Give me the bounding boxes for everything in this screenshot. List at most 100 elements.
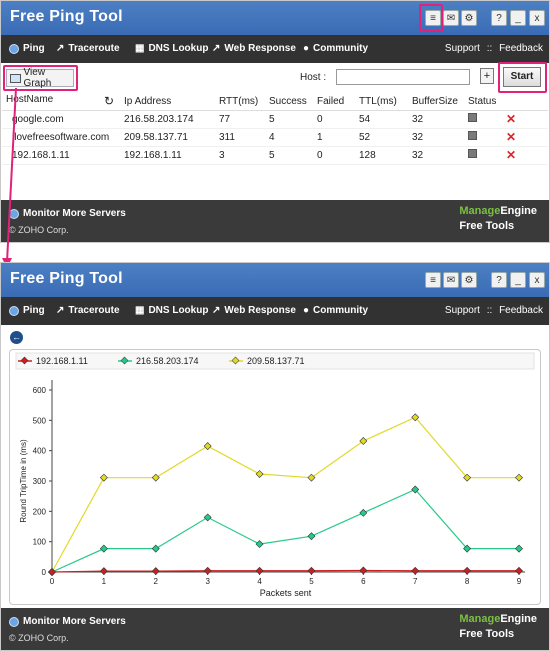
help-button[interactable]: ? (491, 272, 507, 288)
monitor-more-servers-link[interactable]: Monitor More Servers (9, 208, 126, 219)
x-tick-label-4: 4 (257, 577, 262, 586)
minimize-button[interactable]: _ (510, 272, 526, 288)
close-button[interactable]: x (529, 272, 545, 288)
series-2-point-2 (151, 473, 160, 482)
nav-traceroute[interactable]: ↗ Traceroute (56, 305, 120, 316)
x-tick-label-6: 6 (361, 577, 366, 586)
support-link[interactable]: Support (444, 43, 480, 54)
nav-web-response[interactable]: ↗ Web Response (212, 305, 296, 316)
series-1-point-5 (307, 532, 316, 541)
nav-community[interactable]: ● Community (303, 305, 368, 316)
back-arrow-icon[interactable]: ← (10, 331, 23, 344)
ping-icon (9, 305, 19, 316)
start-button[interactable]: Start (503, 67, 541, 87)
nav-separator: :: (486, 43, 493, 54)
col-failed[interactable]: Failed (313, 93, 355, 111)
gear-icon[interactable]: ⚙ (461, 10, 477, 26)
status-indicator (464, 110, 502, 129)
nav-traceroute-label: Traceroute (68, 43, 120, 54)
nav-traceroute[interactable]: ↗ Traceroute (56, 43, 120, 54)
col-hostname[interactable]: HostName ↻ (2, 93, 120, 111)
cell-success: 5 (265, 110, 313, 129)
col-ip[interactable]: Ip Address (120, 93, 215, 111)
cell-ip: 209.58.137.71 (120, 128, 215, 147)
table-row[interactable]: ilovefreesoftware.com 209.58.137.71 311 … (2, 128, 548, 147)
footer: Monitor More Servers © ZOHO Corp. Manage… (1, 200, 549, 242)
title-bar: Free Ping Tool ≡ ✉ ⚙ ? _ x (1, 1, 549, 35)
series-0-point-1 (99, 567, 108, 576)
cell-host: ilovefreesoftware.com (2, 128, 120, 147)
series-1-point-3 (203, 513, 212, 522)
nav-community[interactable]: ● Community (303, 43, 368, 54)
x-axis-label: Packets sent (260, 588, 312, 598)
mail-icon[interactable]: ✉ (443, 10, 459, 26)
host-input[interactable] (336, 69, 470, 85)
series-0-point-3 (203, 566, 212, 575)
footer: Monitor More Servers © ZOHO Corp. Manage… (1, 608, 549, 650)
nav-ping[interactable]: Ping (9, 305, 45, 316)
gear-icon[interactable]: ⚙ (461, 272, 477, 288)
cell-success: 4 (265, 128, 313, 147)
col-ttl[interactable]: TTL(ms) (355, 93, 408, 111)
list-view-icon[interactable]: ≡ (425, 272, 441, 288)
y-tick-label-5: 500 (33, 416, 47, 425)
y-tick-label-1: 100 (33, 538, 47, 547)
series-2-point-1 (99, 473, 108, 482)
community-icon: ● (303, 43, 310, 54)
help-button[interactable]: ? (491, 10, 507, 26)
graph-icon (10, 73, 21, 83)
col-rtt[interactable]: RTT(ms) (215, 93, 265, 111)
nav-dns-label: DNS Lookup (148, 43, 209, 54)
cell-buffer: 32 (408, 128, 464, 147)
ping-window-graph-view: Free Ping Tool ≡ ✉ ⚙ ? _ x Ping ↗ Tracero… (0, 262, 550, 651)
nav-dns-label: DNS Lookup (148, 305, 209, 316)
delete-row-icon[interactable]: ✕ (502, 110, 548, 129)
legend-marker-2 (231, 356, 240, 365)
view-graph-button[interactable]: View Graph (6, 67, 74, 89)
col-status[interactable]: Status (464, 93, 502, 111)
y-tick-label-0: 0 (42, 568, 47, 577)
table-row[interactable]: 192.168.1.11 192.168.1.11 3 5 0 128 32 ✕ (2, 146, 548, 165)
series-0-point-7 (411, 566, 420, 575)
results-table: HostName ↻ Ip Address RTT(ms) Success Fai… (2, 93, 548, 165)
support-link[interactable]: Support (444, 305, 480, 316)
nav-ping[interactable]: Ping (9, 43, 45, 54)
monitor-more-servers-link[interactable]: Monitor More Servers (9, 616, 126, 627)
legend-label-1: 216.58.203.174 (136, 356, 199, 366)
y-tick-label-3: 300 (33, 477, 47, 486)
close-button[interactable]: x (529, 10, 545, 26)
col-success[interactable]: Success (265, 93, 313, 111)
mail-icon[interactable]: ✉ (443, 272, 459, 288)
feedback-link[interactable]: Feedback (499, 43, 543, 54)
cell-rtt: 3 (215, 146, 265, 165)
add-host-button[interactable]: + (480, 68, 494, 84)
app-title: Free Ping Tool (10, 8, 123, 25)
table-row[interactable]: google.com 216.58.203.174 77 5 0 54 32 ✕ (2, 110, 548, 129)
nav-dns-lookup[interactable]: ▦ DNS Lookup (135, 43, 208, 54)
refresh-icon[interactable]: ↻ (103, 94, 114, 109)
cell-rtt: 77 (215, 110, 265, 129)
col-buffer[interactable]: BufferSize (408, 93, 464, 111)
delete-row-icon[interactable]: ✕ (502, 146, 548, 165)
nav-ping-label: Ping (23, 305, 45, 316)
series-0-point-4 (255, 566, 264, 575)
series-1-point-9 (515, 544, 523, 553)
feedback-link[interactable]: Feedback (499, 305, 543, 316)
cell-host: google.com (2, 110, 120, 129)
nav-traceroute-label: Traceroute (68, 305, 120, 316)
legend-label-2: 209.58.137.71 (247, 356, 305, 366)
series-0-point-0 (48, 568, 56, 576)
view-graph-label: View Graph (23, 67, 52, 89)
chart-legend (15, 352, 535, 370)
series-1-point-7 (411, 485, 420, 494)
delete-row-icon[interactable]: ✕ (502, 128, 548, 147)
cell-failed: 0 (313, 110, 355, 129)
list-view-icon[interactable]: ≡ (425, 10, 441, 26)
x-tick-label-1: 1 (102, 577, 107, 586)
x-tick-label-8: 8 (465, 577, 470, 586)
rtt-line-chart: 192.168.1.11 216.58.203.174 209.58.137.71 0… (15, 352, 535, 598)
nav-web-response[interactable]: ↗ Web Response (212, 43, 296, 54)
minimize-button[interactable]: _ (510, 10, 526, 26)
nav-dns-lookup[interactable]: ▦ DNS Lookup (135, 305, 208, 316)
col-delete (502, 93, 548, 111)
